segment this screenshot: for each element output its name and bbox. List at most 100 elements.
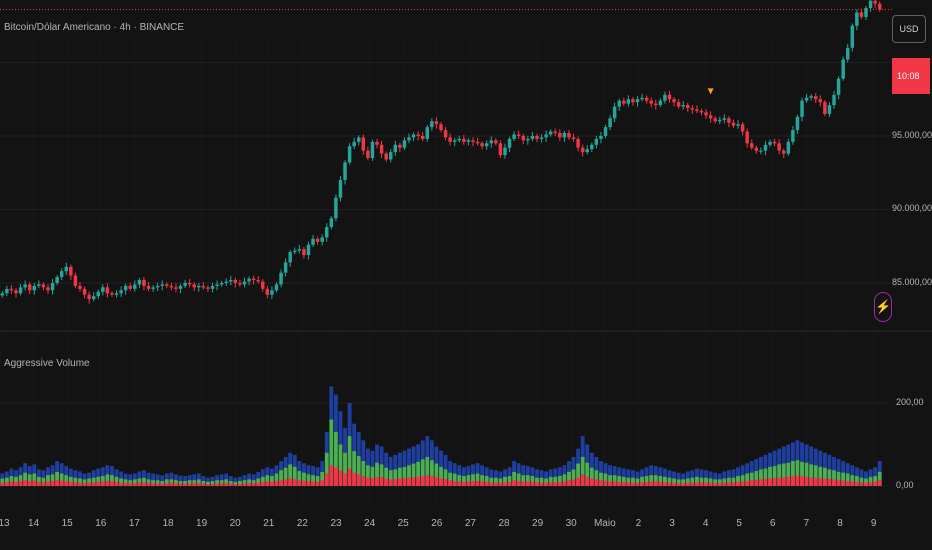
candle-body bbox=[183, 282, 187, 286]
volume-buy-bar bbox=[169, 479, 174, 486]
candle-body bbox=[59, 271, 64, 278]
volume-buy-bar bbox=[800, 461, 804, 486]
price-overlays bbox=[0, 9, 892, 95]
candle-body bbox=[379, 144, 384, 154]
volume-sell-bar bbox=[827, 478, 832, 486]
volume-sell-bar bbox=[608, 481, 613, 486]
volume-buy-bar bbox=[27, 474, 32, 486]
candle-body bbox=[827, 105, 832, 114]
volume-buy-bar bbox=[562, 474, 567, 486]
volume-sell-bar bbox=[713, 483, 718, 486]
candle-body bbox=[325, 227, 329, 238]
candle-body bbox=[654, 103, 658, 106]
candle-body bbox=[512, 134, 516, 139]
currency-button[interactable]: USD bbox=[892, 15, 926, 43]
candle-body bbox=[484, 143, 489, 147]
volume-buy-bar bbox=[809, 464, 814, 486]
candle-body bbox=[219, 282, 224, 285]
candle-body bbox=[580, 147, 585, 153]
volume-buy-bar bbox=[493, 477, 498, 486]
volume-sell-bar bbox=[9, 481, 14, 486]
volume-buy-bar bbox=[503, 476, 507, 486]
volume-buy-bar bbox=[864, 478, 868, 486]
volume-buy-bar bbox=[777, 464, 782, 486]
candle-body bbox=[608, 118, 612, 128]
volume-sell-bar bbox=[233, 483, 238, 486]
volume-sell-bar bbox=[854, 481, 859, 486]
candle-body bbox=[571, 137, 576, 139]
volume-buy-bar bbox=[457, 475, 462, 486]
volume-buy-bar bbox=[731, 477, 736, 486]
volume-buy-bar bbox=[0, 478, 5, 486]
candle-body bbox=[5, 288, 9, 294]
volume-sell-bar bbox=[210, 483, 215, 486]
volume-buy-bar bbox=[393, 469, 398, 486]
volume-total-bar bbox=[151, 473, 156, 486]
volume-sell-bar bbox=[343, 473, 347, 486]
candle-body bbox=[681, 105, 685, 107]
volume-sell-bar bbox=[768, 478, 772, 486]
volume-sell-bar bbox=[631, 482, 635, 486]
volume-sell-bar bbox=[580, 474, 585, 486]
volume-sell-bar bbox=[704, 482, 708, 486]
volume-sell-bar bbox=[434, 477, 439, 486]
time-tick-label: 18 bbox=[162, 518, 174, 529]
volume-buy-bar bbox=[82, 479, 87, 486]
candle-body bbox=[763, 144, 768, 151]
volume-buy-bar bbox=[343, 452, 347, 486]
candle-body bbox=[750, 143, 754, 148]
candle-body bbox=[768, 141, 772, 145]
volume-sell-bar bbox=[466, 481, 471, 486]
volume-total-bar bbox=[178, 475, 183, 486]
candle-body bbox=[187, 282, 192, 285]
volume-sell-bar bbox=[370, 478, 375, 486]
candle-body bbox=[73, 275, 78, 286]
volume-sell-bar bbox=[14, 481, 18, 486]
volume-buy-bar bbox=[91, 477, 96, 486]
volume-sell-bar bbox=[658, 481, 663, 486]
volume-buy-bar bbox=[311, 475, 315, 486]
volume-buy-bar bbox=[210, 481, 215, 486]
volume-sell-bar bbox=[553, 482, 558, 486]
candle-body bbox=[133, 284, 137, 289]
candle-body bbox=[786, 141, 791, 154]
volume-sell-bar bbox=[859, 482, 864, 486]
volume-sell-bar bbox=[393, 478, 398, 486]
volume-sell-bar bbox=[443, 478, 448, 486]
volume-sell-bar bbox=[178, 483, 183, 486]
candle-body bbox=[599, 135, 603, 139]
candle-body bbox=[370, 141, 375, 159]
time-tick-label: 13 bbox=[0, 518, 10, 529]
volume-buy-bar bbox=[260, 476, 265, 486]
time-tick-label: 28 bbox=[498, 518, 510, 529]
volume-sell-bar bbox=[132, 483, 137, 486]
lightning-bolt-icon[interactable]: ⚡ bbox=[874, 292, 892, 322]
volume-sell-bar bbox=[681, 483, 686, 486]
volume-buy-bar bbox=[388, 470, 393, 486]
volume-buy-bar bbox=[375, 462, 379, 486]
volume-sell-bar bbox=[105, 481, 110, 486]
volume-buy-bar bbox=[726, 477, 731, 486]
candle-body bbox=[361, 137, 366, 151]
volume-sell-bar bbox=[754, 479, 759, 486]
candle-body bbox=[489, 140, 494, 144]
volume-sell-bar bbox=[68, 481, 73, 486]
candle-body bbox=[279, 272, 283, 285]
candle-body bbox=[809, 96, 813, 98]
candle-body bbox=[740, 124, 745, 132]
candle-body bbox=[82, 288, 87, 295]
volume-buy-bar bbox=[320, 471, 325, 486]
candle-body bbox=[160, 284, 164, 286]
volume-buy-bar bbox=[18, 475, 23, 486]
volume-sell-bar bbox=[279, 480, 283, 486]
volume-sell-bar bbox=[548, 482, 553, 486]
candle-body bbox=[498, 143, 503, 156]
volume-buy-bar bbox=[73, 477, 78, 486]
volume-buy-bar bbox=[142, 477, 146, 486]
volume-sell-bar bbox=[238, 483, 242, 486]
volume-sell-bar bbox=[247, 483, 251, 486]
volume-sell-bar bbox=[361, 476, 366, 486]
volume-buy-bar bbox=[365, 465, 370, 486]
volume-sell-bar bbox=[219, 483, 224, 486]
